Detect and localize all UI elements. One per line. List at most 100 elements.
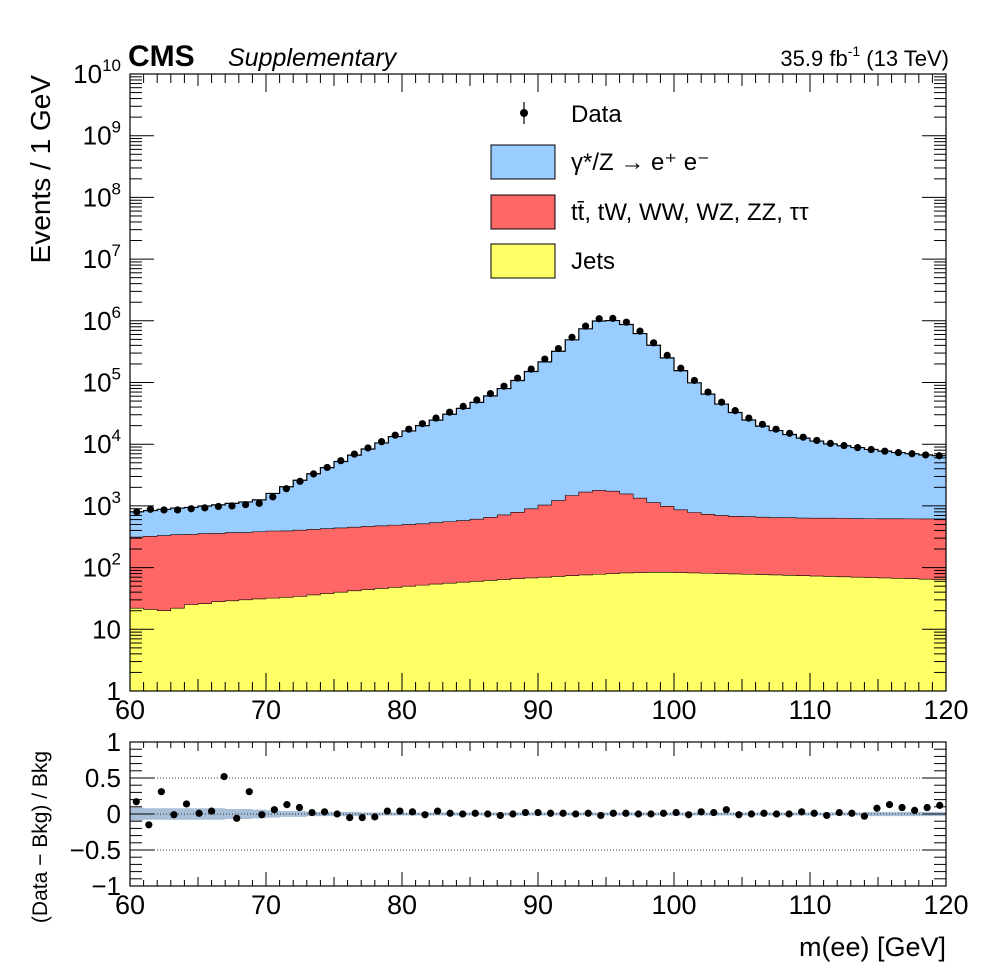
ratio-point xyxy=(798,808,806,816)
ratio-point xyxy=(885,801,894,809)
ratio-axes: 60 70 80 90 100 110 120 1 0.5 0 −0.5 −1 xyxy=(70,727,969,920)
data-point xyxy=(446,408,454,416)
ratio-point xyxy=(396,807,404,815)
data-point xyxy=(541,355,549,363)
ratio-points xyxy=(132,772,944,829)
data-point xyxy=(799,433,807,441)
stack-edge-1 xyxy=(130,490,946,538)
ratio-point xyxy=(747,810,756,818)
data-point xyxy=(636,327,644,335)
x-tick-label: 110 xyxy=(788,695,831,725)
data-point xyxy=(500,382,508,390)
y-tick-label: 104 xyxy=(83,426,121,459)
ratio-point xyxy=(358,814,366,822)
data-point xyxy=(405,425,413,433)
main-axes: 60 70 80 90 100 110 12011010210310410510610710… xyxy=(73,56,968,725)
ratio-point xyxy=(785,810,793,818)
ratio-point xyxy=(220,772,228,781)
x-tick-label: 60 xyxy=(115,695,145,725)
y-tick-label-base: 10 xyxy=(83,368,112,398)
ratio-panel: 60 70 80 90 100 110 120 1 0.5 0 −0.5 −1 (Data − Bkg… xyxy=(29,727,969,962)
ratio-point xyxy=(923,803,931,812)
ratio-y-axis-label: (Data − Bkg) / Bkg xyxy=(29,751,52,923)
ratio-x-tick-label: 110 xyxy=(788,890,831,920)
data-point xyxy=(677,364,685,372)
ratio-point xyxy=(245,788,253,796)
ratio-point xyxy=(383,807,391,815)
ratio-point xyxy=(647,810,655,818)
ratio-point xyxy=(936,801,944,809)
ratio-point xyxy=(534,808,542,817)
data-point xyxy=(881,447,889,455)
data-point xyxy=(650,339,658,347)
data-point xyxy=(391,431,399,439)
ratio-point xyxy=(672,808,680,817)
ratio-point xyxy=(371,813,379,821)
y-tick-label-base: 10 xyxy=(83,429,112,459)
legend-label: Jets xyxy=(571,248,615,275)
ratio-point xyxy=(810,809,818,817)
data-point xyxy=(486,390,494,398)
data-point xyxy=(568,333,576,341)
stack-edge-0 xyxy=(130,571,946,612)
ratio-point xyxy=(659,809,668,817)
x-tick-label: 70 xyxy=(251,695,281,725)
ratio-point xyxy=(559,809,567,817)
data-point xyxy=(146,505,154,513)
x-tick-label: 100 xyxy=(651,695,696,725)
stack-outline xyxy=(130,319,946,612)
ratio-point xyxy=(860,812,869,820)
y-tick-label: 107 xyxy=(83,241,121,274)
data-point xyxy=(242,500,250,509)
y-tick-label-base: 10 xyxy=(92,614,121,644)
data-point xyxy=(922,451,930,459)
data-point xyxy=(690,376,699,385)
y-tick-label: 109 xyxy=(83,118,121,151)
data-point xyxy=(731,407,739,415)
legend-label: Data xyxy=(571,101,622,128)
x-axis-label: m(ee) [GeV] xyxy=(799,932,946,962)
data-point xyxy=(854,444,862,452)
x-tick-label: 120 xyxy=(923,695,968,725)
stack-fill-0 xyxy=(130,572,946,691)
ratio-point xyxy=(233,814,241,822)
ratio-point xyxy=(333,810,341,818)
data-point xyxy=(622,318,631,326)
data-point xyxy=(772,425,780,433)
ratio-point xyxy=(320,808,329,816)
ratio-point xyxy=(484,810,492,818)
ratio-x-tick-label: 80 xyxy=(387,890,417,920)
data-point xyxy=(527,365,535,373)
y-tick-label-base: 10 xyxy=(83,121,112,151)
data-point xyxy=(269,493,277,501)
data-point xyxy=(160,506,168,514)
data-point xyxy=(840,441,848,450)
data-point xyxy=(786,429,794,437)
ratio-point xyxy=(760,809,768,817)
tag-label: Supplementary xyxy=(228,44,398,72)
main-y-axis-label: Events / 1 GeV xyxy=(25,75,56,264)
ratio-point xyxy=(597,811,605,820)
ratio-y-tick-label: 0.5 xyxy=(85,763,121,793)
ratio-point xyxy=(823,811,831,820)
ratio-point xyxy=(170,811,178,819)
ratio-x-tick-label: 60 xyxy=(115,890,145,920)
data-point xyxy=(201,504,209,512)
data-point xyxy=(174,506,182,514)
ratio-point xyxy=(157,788,165,796)
ratio-point xyxy=(722,806,730,814)
ratio-point xyxy=(521,808,530,817)
ratio-point xyxy=(697,808,705,816)
y-tick-label-base: 10 xyxy=(83,306,112,336)
main-panel: 60 70 80 90 100 110 12011010210310410510610710… xyxy=(25,56,969,725)
ratio-point xyxy=(496,811,504,820)
data-point xyxy=(473,396,481,404)
ratio-y-tick-label: 1 xyxy=(107,727,121,757)
ratio-point xyxy=(848,809,856,817)
experiment-label: CMS xyxy=(128,40,195,73)
y-tick-label-exponent: 7 xyxy=(112,241,121,260)
ratio-point xyxy=(772,810,781,818)
y-tick-label-base: 10 xyxy=(83,244,112,274)
ratio-x-tick-label: 100 xyxy=(651,890,696,920)
